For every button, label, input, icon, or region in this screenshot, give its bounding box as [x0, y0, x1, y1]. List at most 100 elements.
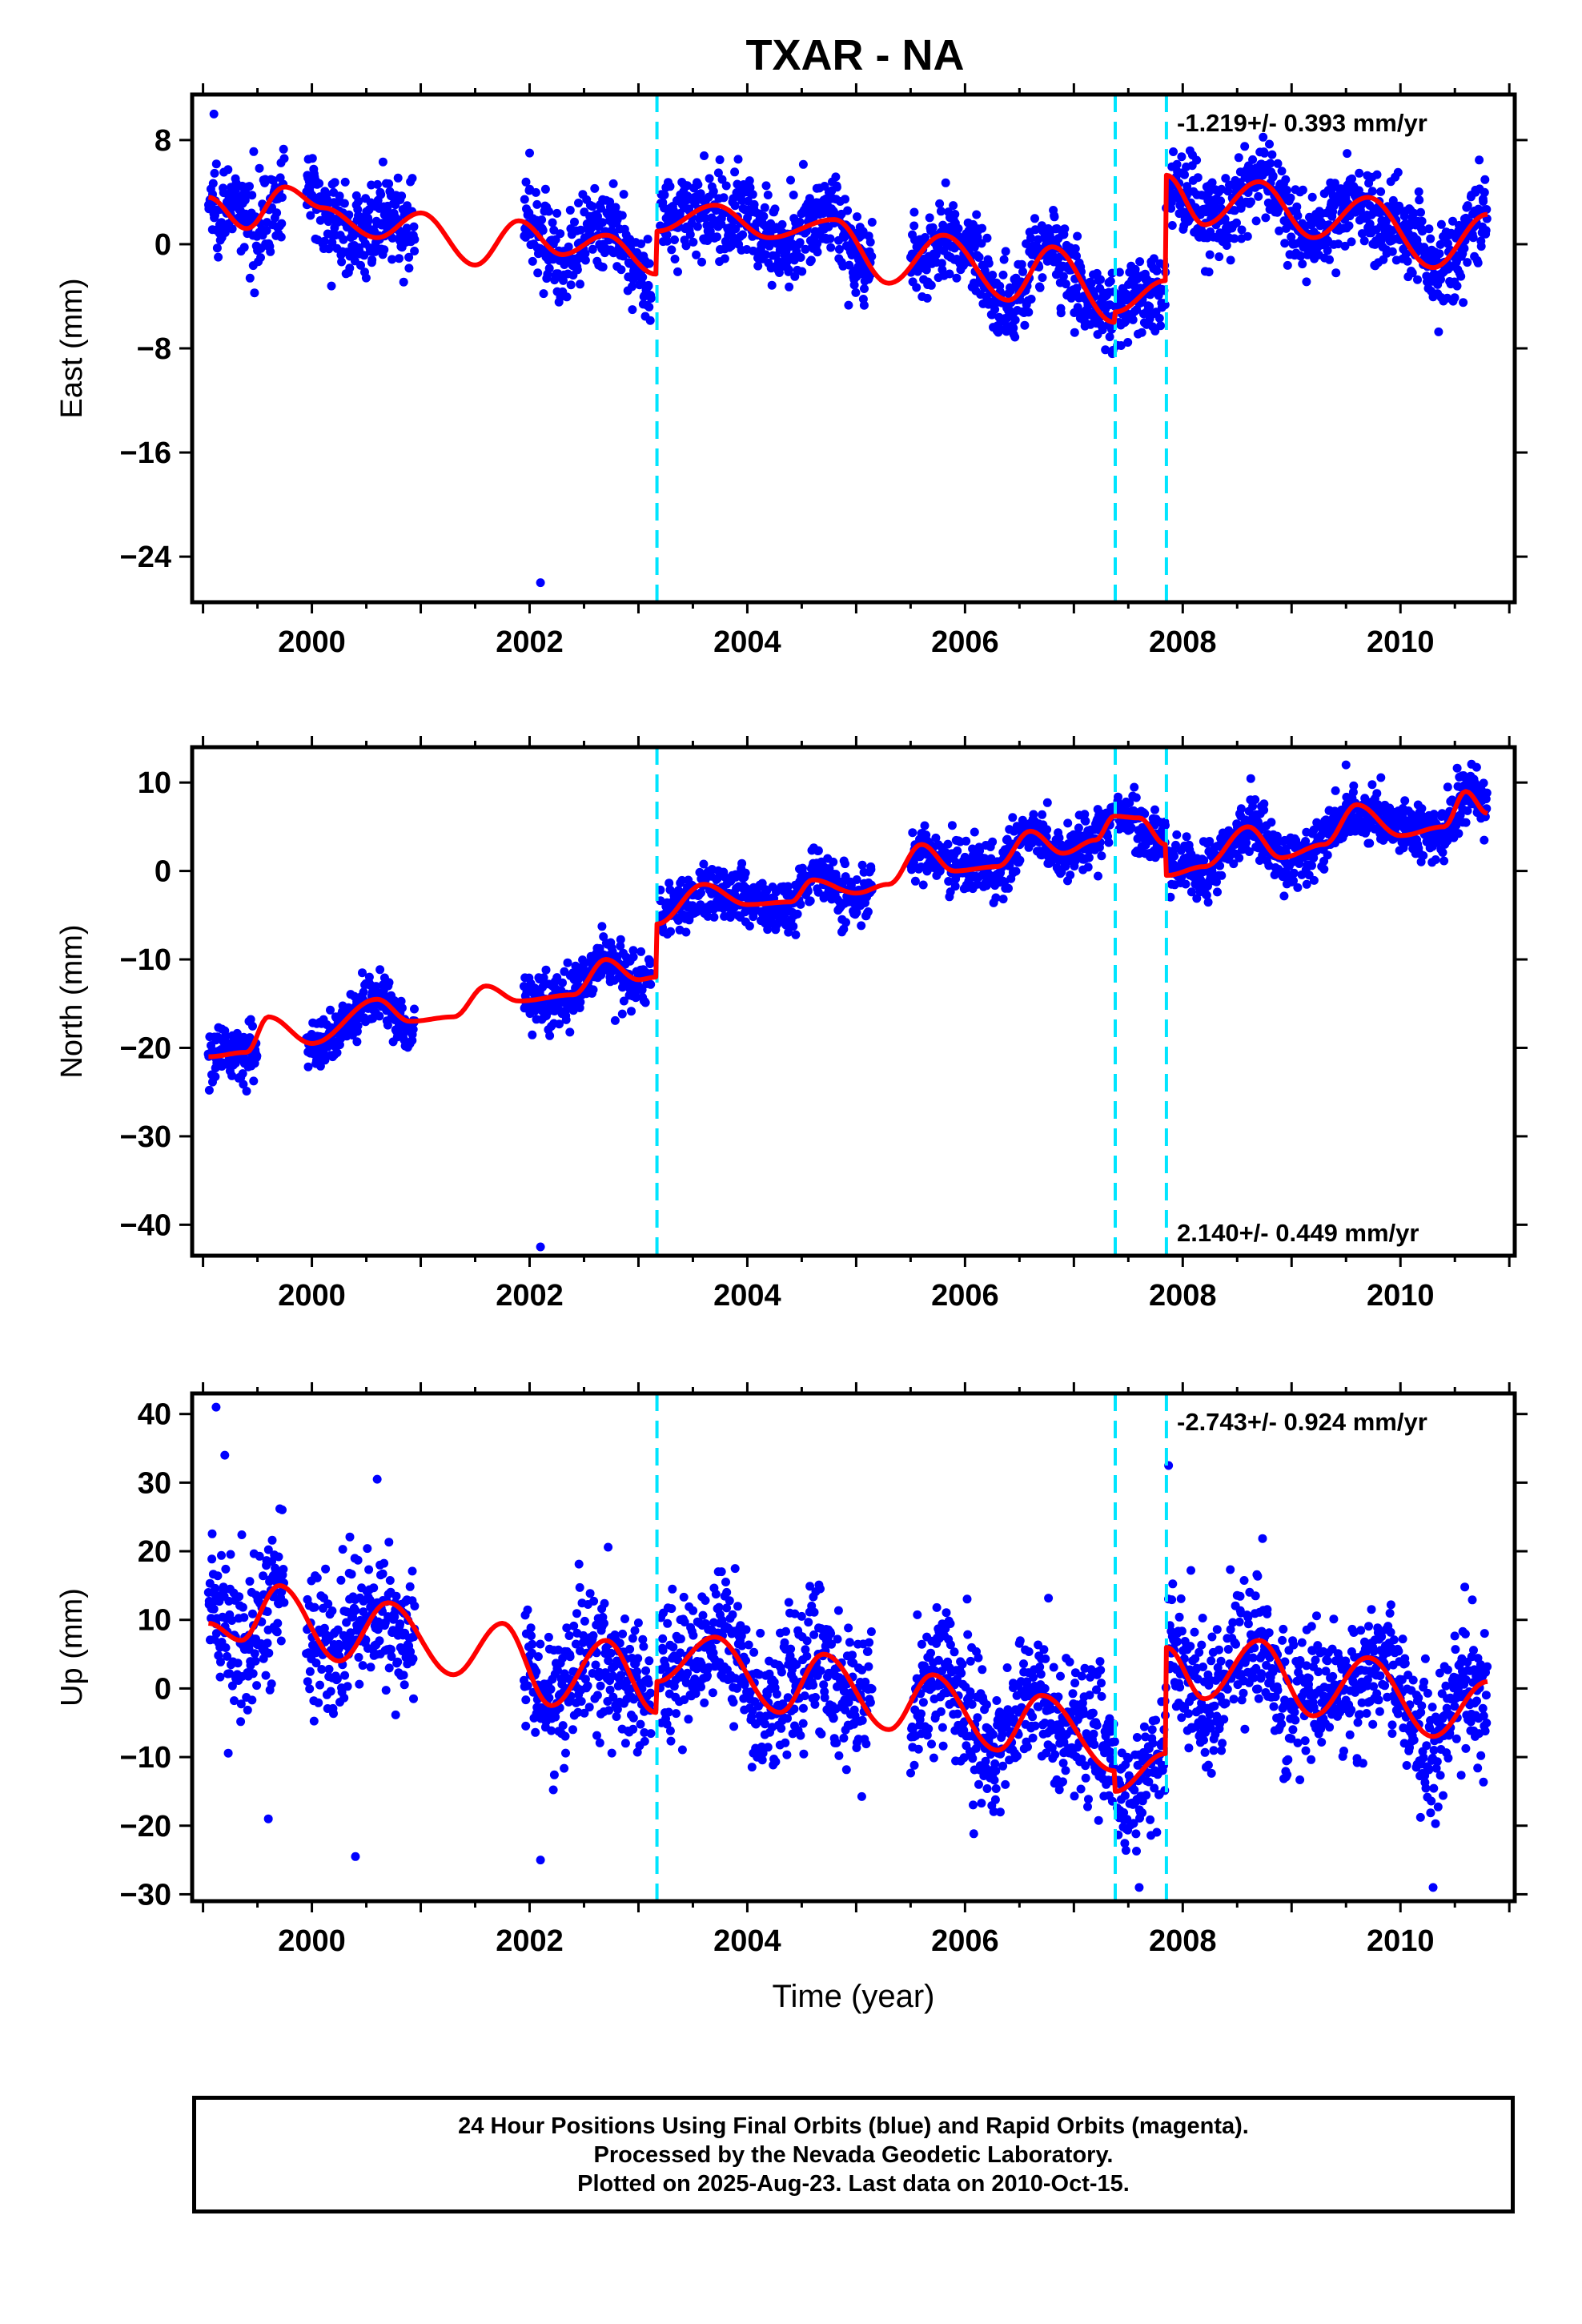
data-point: [922, 293, 932, 303]
data-point: [1026, 295, 1036, 304]
data-point: [949, 201, 958, 211]
data-point: [387, 1652, 396, 1661]
data-point: [616, 935, 625, 944]
data-point: [693, 180, 703, 189]
data-point: [912, 283, 921, 292]
data-point: [1248, 802, 1258, 811]
data-point: [909, 221, 919, 231]
data-point: [608, 179, 618, 188]
data-point: [857, 860, 867, 870]
data-point: [384, 1538, 394, 1547]
data-point: [256, 253, 265, 263]
data-point: [314, 1698, 323, 1707]
data-point: [1435, 239, 1445, 249]
data-point: [1104, 838, 1114, 847]
data-point: [741, 868, 750, 878]
data-point: [944, 877, 954, 886]
data-point: [1150, 326, 1160, 336]
data-point: [1116, 341, 1126, 350]
data-point: [593, 211, 602, 221]
data-point: [1073, 231, 1082, 241]
data-point: [1101, 345, 1110, 355]
data-point: [239, 1613, 249, 1622]
data-point: [358, 1661, 367, 1671]
data-point: [705, 174, 714, 183]
data-point: [1473, 258, 1483, 267]
data-point: [1131, 793, 1141, 802]
data-point: [393, 173, 403, 183]
data-point: [574, 199, 583, 207]
data-point: [1323, 850, 1332, 860]
data-point: [789, 191, 798, 199]
data-point: [216, 1657, 225, 1667]
data-point: [237, 1530, 247, 1539]
data-point: [555, 1019, 564, 1029]
outlier-point: [524, 148, 534, 158]
data-point: [719, 193, 729, 203]
data-point: [853, 212, 861, 222]
data-point: [1008, 813, 1018, 822]
data-point: [1289, 868, 1299, 878]
data-point: [636, 239, 646, 248]
data-point: [644, 281, 653, 291]
data-point: [662, 236, 672, 246]
data-point: [977, 239, 986, 248]
data-point: [598, 263, 608, 271]
data-point: [326, 1687, 335, 1696]
data-point: [966, 227, 976, 236]
data-point: [1230, 234, 1239, 243]
data-point: [681, 241, 691, 251]
data-point: [1403, 256, 1412, 266]
data-point: [239, 243, 249, 252]
data-point: [227, 1616, 237, 1625]
data-point: [590, 183, 600, 193]
data-point: [211, 1629, 221, 1638]
data-point: [1081, 816, 1090, 826]
data-point: [1454, 829, 1464, 838]
data-point: [262, 226, 271, 235]
y-tick-label: −30: [120, 1120, 171, 1154]
data-point: [353, 1555, 363, 1565]
data-point: [733, 155, 743, 164]
data-point: [1463, 201, 1472, 211]
data-point: [798, 863, 807, 873]
data-point: [1123, 338, 1133, 347]
data-point: [852, 875, 861, 884]
data-point: [336, 1575, 346, 1585]
data-point: [263, 1638, 272, 1648]
data-point: [1010, 316, 1020, 325]
data-point: [397, 191, 407, 201]
data-point: [339, 199, 349, 208]
data-point: [520, 195, 529, 204]
data-point: [844, 300, 853, 310]
data-point: [570, 217, 579, 227]
data-point: [245, 182, 254, 191]
data-point: [248, 1609, 257, 1618]
data-point: [326, 1005, 335, 1015]
data-point: [737, 858, 747, 868]
data-point: [363, 1544, 372, 1554]
data-point: [305, 1667, 315, 1676]
data-point: [637, 985, 647, 995]
x-tick-label: 2006: [931, 625, 999, 659]
data-point: [399, 277, 408, 287]
data-point: [1259, 132, 1268, 142]
data-point: [558, 978, 567, 987]
data-point: [572, 265, 582, 275]
data-point: [1135, 257, 1145, 267]
data-point: [796, 253, 805, 262]
x-tick-label: 2008: [1149, 1279, 1217, 1313]
data-point: [236, 1717, 246, 1727]
data-point: [532, 199, 542, 209]
data-point: [857, 921, 866, 931]
data-point: [990, 304, 1000, 314]
data-point: [936, 207, 946, 216]
data-point: [565, 206, 575, 215]
data-point: [1254, 191, 1263, 201]
data-point: [970, 827, 979, 837]
data-point: [1323, 246, 1332, 255]
data-point: [1251, 216, 1261, 226]
data-point: [1349, 781, 1359, 790]
y-tick-label: −16: [120, 436, 171, 470]
east-y-axis-label: East (mm): [55, 278, 89, 418]
